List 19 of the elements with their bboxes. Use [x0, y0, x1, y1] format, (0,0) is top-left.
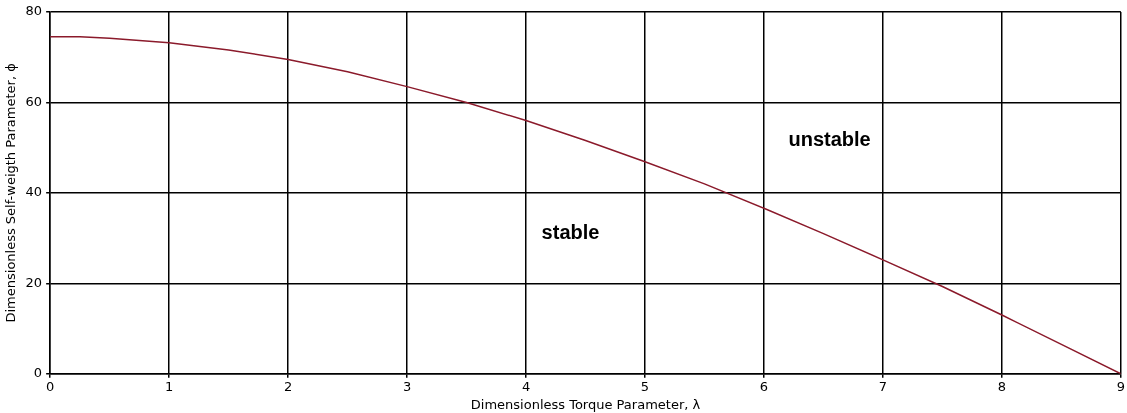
y-tick-label: 60 — [25, 93, 43, 109]
x-tick-label: 4 — [521, 378, 531, 394]
x-tick-label: 3 — [402, 378, 412, 394]
x-axis-title: Dimensionless Torque Parameter, λ — [470, 396, 701, 412]
x-tick-label: 8 — [997, 378, 1007, 394]
x-tick-label: 5 — [640, 378, 650, 394]
x-tick-label: 9 — [1116, 378, 1126, 394]
x-tick-label: 0 — [46, 378, 55, 394]
x-tick-label: 1 — [164, 378, 174, 394]
y-tick-label: 80 — [25, 3, 43, 19]
y-tick-label: 40 — [25, 184, 43, 200]
y-tick-label: 20 — [25, 274, 43, 290]
x-tick-label: 2 — [283, 378, 293, 394]
x-tick-label: 7 — [878, 378, 888, 394]
x-tick-label: 6 — [759, 378, 769, 394]
annotation: unstable — [788, 127, 871, 150]
y-tick-label: 0 — [33, 365, 43, 381]
annotation: stable — [541, 220, 600, 243]
y-axis-title: Dimensionless Self-weigth Parameter, ϕ — [3, 63, 19, 323]
